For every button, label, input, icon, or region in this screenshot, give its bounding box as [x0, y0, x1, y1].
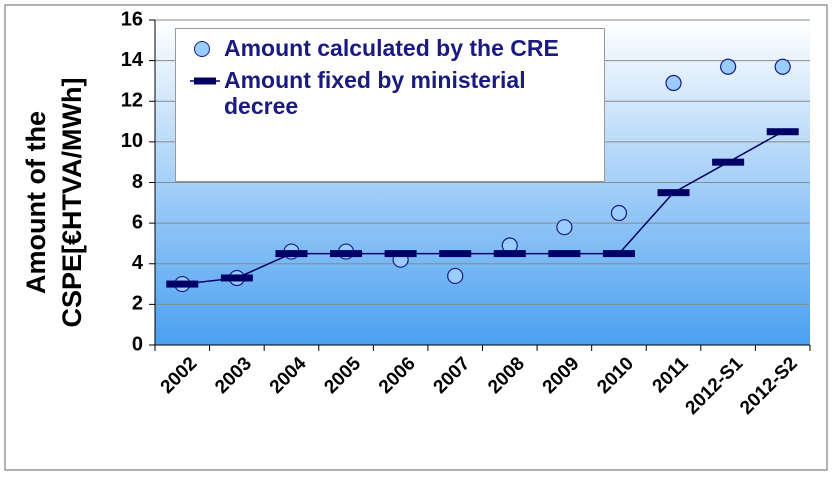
data-point	[665, 74, 682, 92]
y-tick-label: 0	[132, 333, 143, 355]
data-point	[384, 250, 417, 258]
data-point	[774, 58, 791, 75]
data-point	[439, 250, 472, 258]
data-point	[712, 158, 745, 166]
frame	[4, 4, 828, 471]
y-tick-label: 6	[132, 211, 143, 233]
y-tick-label: 8	[132, 171, 143, 193]
legend-label: Amount fixed by ministerial decree	[224, 67, 526, 119]
data-point	[720, 58, 737, 75]
legend-marker	[194, 41, 210, 57]
legend-marker	[194, 77, 216, 85]
data-point	[220, 274, 253, 282]
x-tick-label: 2011	[649, 353, 693, 397]
data-point	[610, 204, 628, 222]
data-point	[493, 250, 526, 258]
line	[182, 131, 784, 285]
y-axis-label: Amount of the	[21, 111, 51, 294]
x-tick-label: 2002	[157, 353, 202, 398]
y-tick-label: 4	[132, 252, 144, 274]
x-tick-label: 2007	[430, 353, 475, 398]
legend: Amount calculated by the CRE Amount fixed…	[175, 28, 605, 182]
data-point	[602, 250, 635, 258]
data-point	[548, 250, 581, 258]
y-tick-label: 10	[121, 130, 143, 152]
data-point	[330, 250, 363, 258]
x-tick-label: 2010	[593, 353, 638, 398]
legend-entry: Amount calculated by the CRE	[184, 35, 596, 61]
x-tick-label: 2012-S2	[736, 353, 802, 419]
x-tick-label: 2005	[320, 353, 365, 398]
x-tick-label: 2004	[266, 353, 311, 398]
x-tick-label: 2003	[211, 353, 256, 398]
data-point	[766, 128, 799, 136]
y-tick-label: 2	[132, 293, 143, 315]
x-tick-label: 2009	[539, 353, 584, 398]
legend-label: Amount calculated by the CRE	[224, 35, 559, 61]
x-tick-label: 2006	[375, 353, 420, 398]
data-point	[657, 189, 690, 197]
y-axis-label: CSPE[€HTVA/MWh]	[57, 78, 87, 328]
y-tick-label: 14	[121, 49, 144, 71]
legend-entry: Amount fixed by ministerial decree	[184, 67, 596, 119]
data-point	[275, 250, 308, 258]
x-tick-label: 2008	[484, 353, 529, 398]
y-tick-label: 16	[121, 8, 143, 30]
data-point	[447, 267, 464, 285]
x-tick-label: 2012-S1	[682, 353, 748, 419]
data-point	[166, 280, 199, 288]
y-tick-label: 12	[121, 90, 143, 112]
data-point	[556, 219, 573, 236]
legend-symbol	[190, 77, 220, 85]
legend-symbol	[194, 41, 210, 57]
